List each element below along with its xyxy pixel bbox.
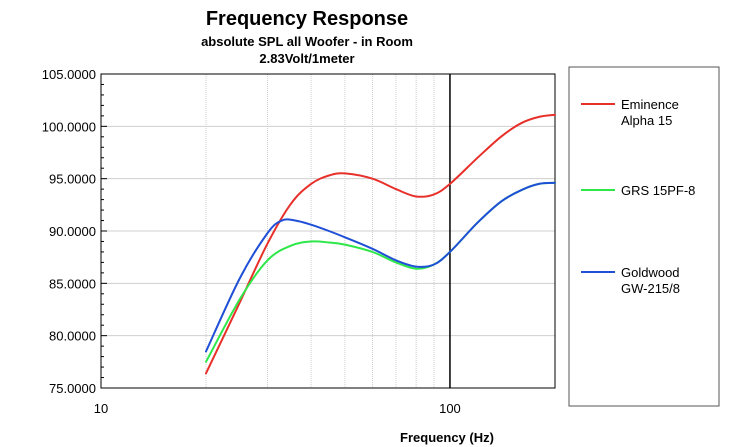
y-tick-label: 85.0000 xyxy=(49,276,96,291)
x-tick-label: 100 xyxy=(439,401,461,416)
legend-label-goldwood-gw-215-8: GW-215/8 xyxy=(621,281,680,296)
legend-label-grs-15pf-8: GRS 15PF-8 xyxy=(621,183,695,198)
plot-frame xyxy=(100,73,556,389)
legend-label-eminence-alpha-15: Eminence xyxy=(621,97,679,112)
y-tick-label: 105.0000 xyxy=(42,67,96,82)
series-lines xyxy=(205,113,556,375)
series-line-grs-15pf-8 xyxy=(205,181,556,363)
chart-title: Frequency Response xyxy=(206,8,408,30)
y-tick-label: 95.0000 xyxy=(49,172,96,187)
chart-subtitle-line-1: absolute SPL all Woofer - in Room xyxy=(201,34,413,49)
x-tick-label: 10 xyxy=(94,401,108,416)
y-tick-label: 90.0000 xyxy=(49,224,96,239)
legend-box xyxy=(568,66,720,407)
x-axis-label: Frequency (Hz) xyxy=(400,430,494,445)
legend-label-eminence-alpha-15: Alpha 15 xyxy=(621,113,672,128)
series-line-goldwood-gw-215-8 xyxy=(205,181,556,353)
series-line-eminence-alpha-15 xyxy=(205,113,556,375)
axes: 75.0000 80.0000 85.0000 90.0000 95.0000 100.0… xyxy=(42,67,556,416)
y-tick-label: 100.0000 xyxy=(42,119,96,134)
y-tick-label: 75.0000 xyxy=(49,381,96,396)
grid xyxy=(101,74,555,388)
chart-subtitle-line-2: 2.83Volt/1meter xyxy=(259,51,354,66)
legend-label-goldwood-gw-215-8: Goldwood xyxy=(621,265,680,280)
y-tick-label: 80.0000 xyxy=(49,329,96,344)
